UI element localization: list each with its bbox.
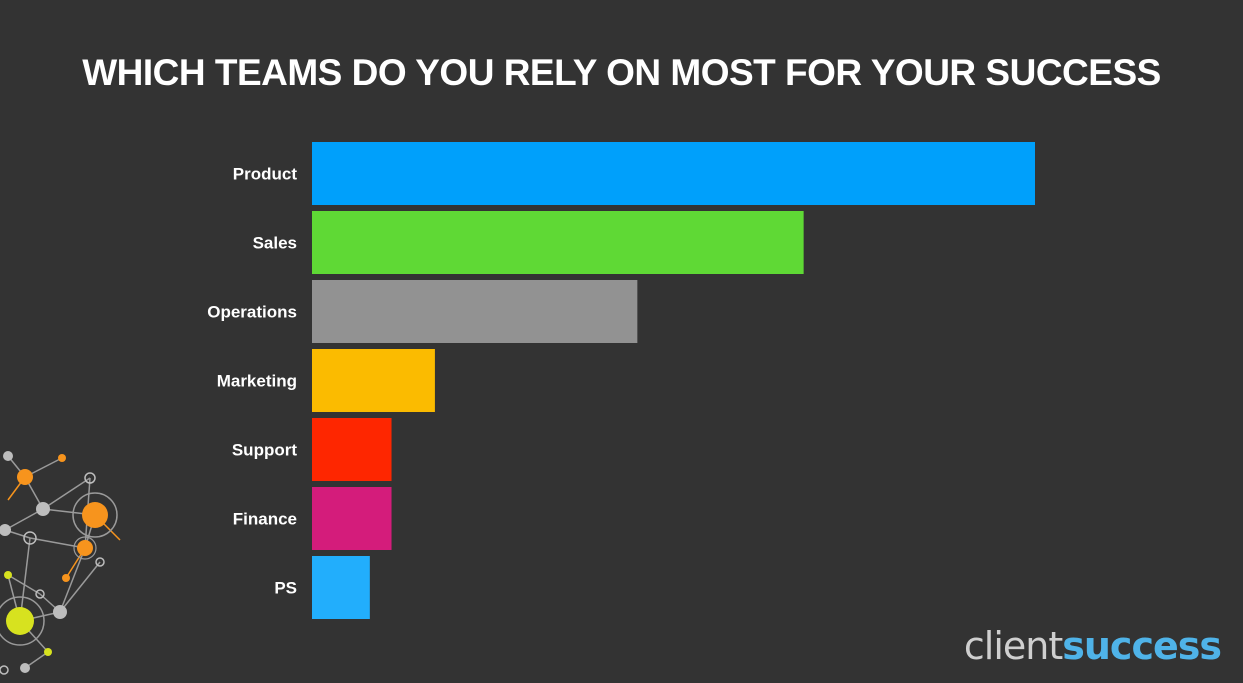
network-graph-decoration (0, 451, 121, 675)
logo-word-client: client (963, 624, 1063, 668)
category-label-support: Support (232, 441, 297, 460)
category-label-finance: Finance (233, 510, 297, 529)
clientsuccess-logo: clientsuccess (963, 624, 1222, 668)
category-label-sales: Sales (253, 234, 297, 253)
bar-ps (312, 556, 370, 619)
bar-finance (312, 487, 392, 550)
category-label-marketing: Marketing (217, 372, 297, 391)
chart-title: WHICH TEAMS DO YOU RELY ON MOST FOR YOUR… (82, 52, 1161, 93)
category-label-ps: PS (274, 579, 297, 598)
bar-operations (312, 280, 638, 343)
bar-marketing (312, 349, 435, 412)
category-label-operations: Operations (207, 303, 297, 322)
category-label-product: Product (233, 165, 298, 184)
logo-word-success: success (1062, 624, 1222, 668)
bar-product (312, 142, 1035, 205)
bar-support (312, 418, 392, 481)
bar-sales (312, 211, 804, 274)
